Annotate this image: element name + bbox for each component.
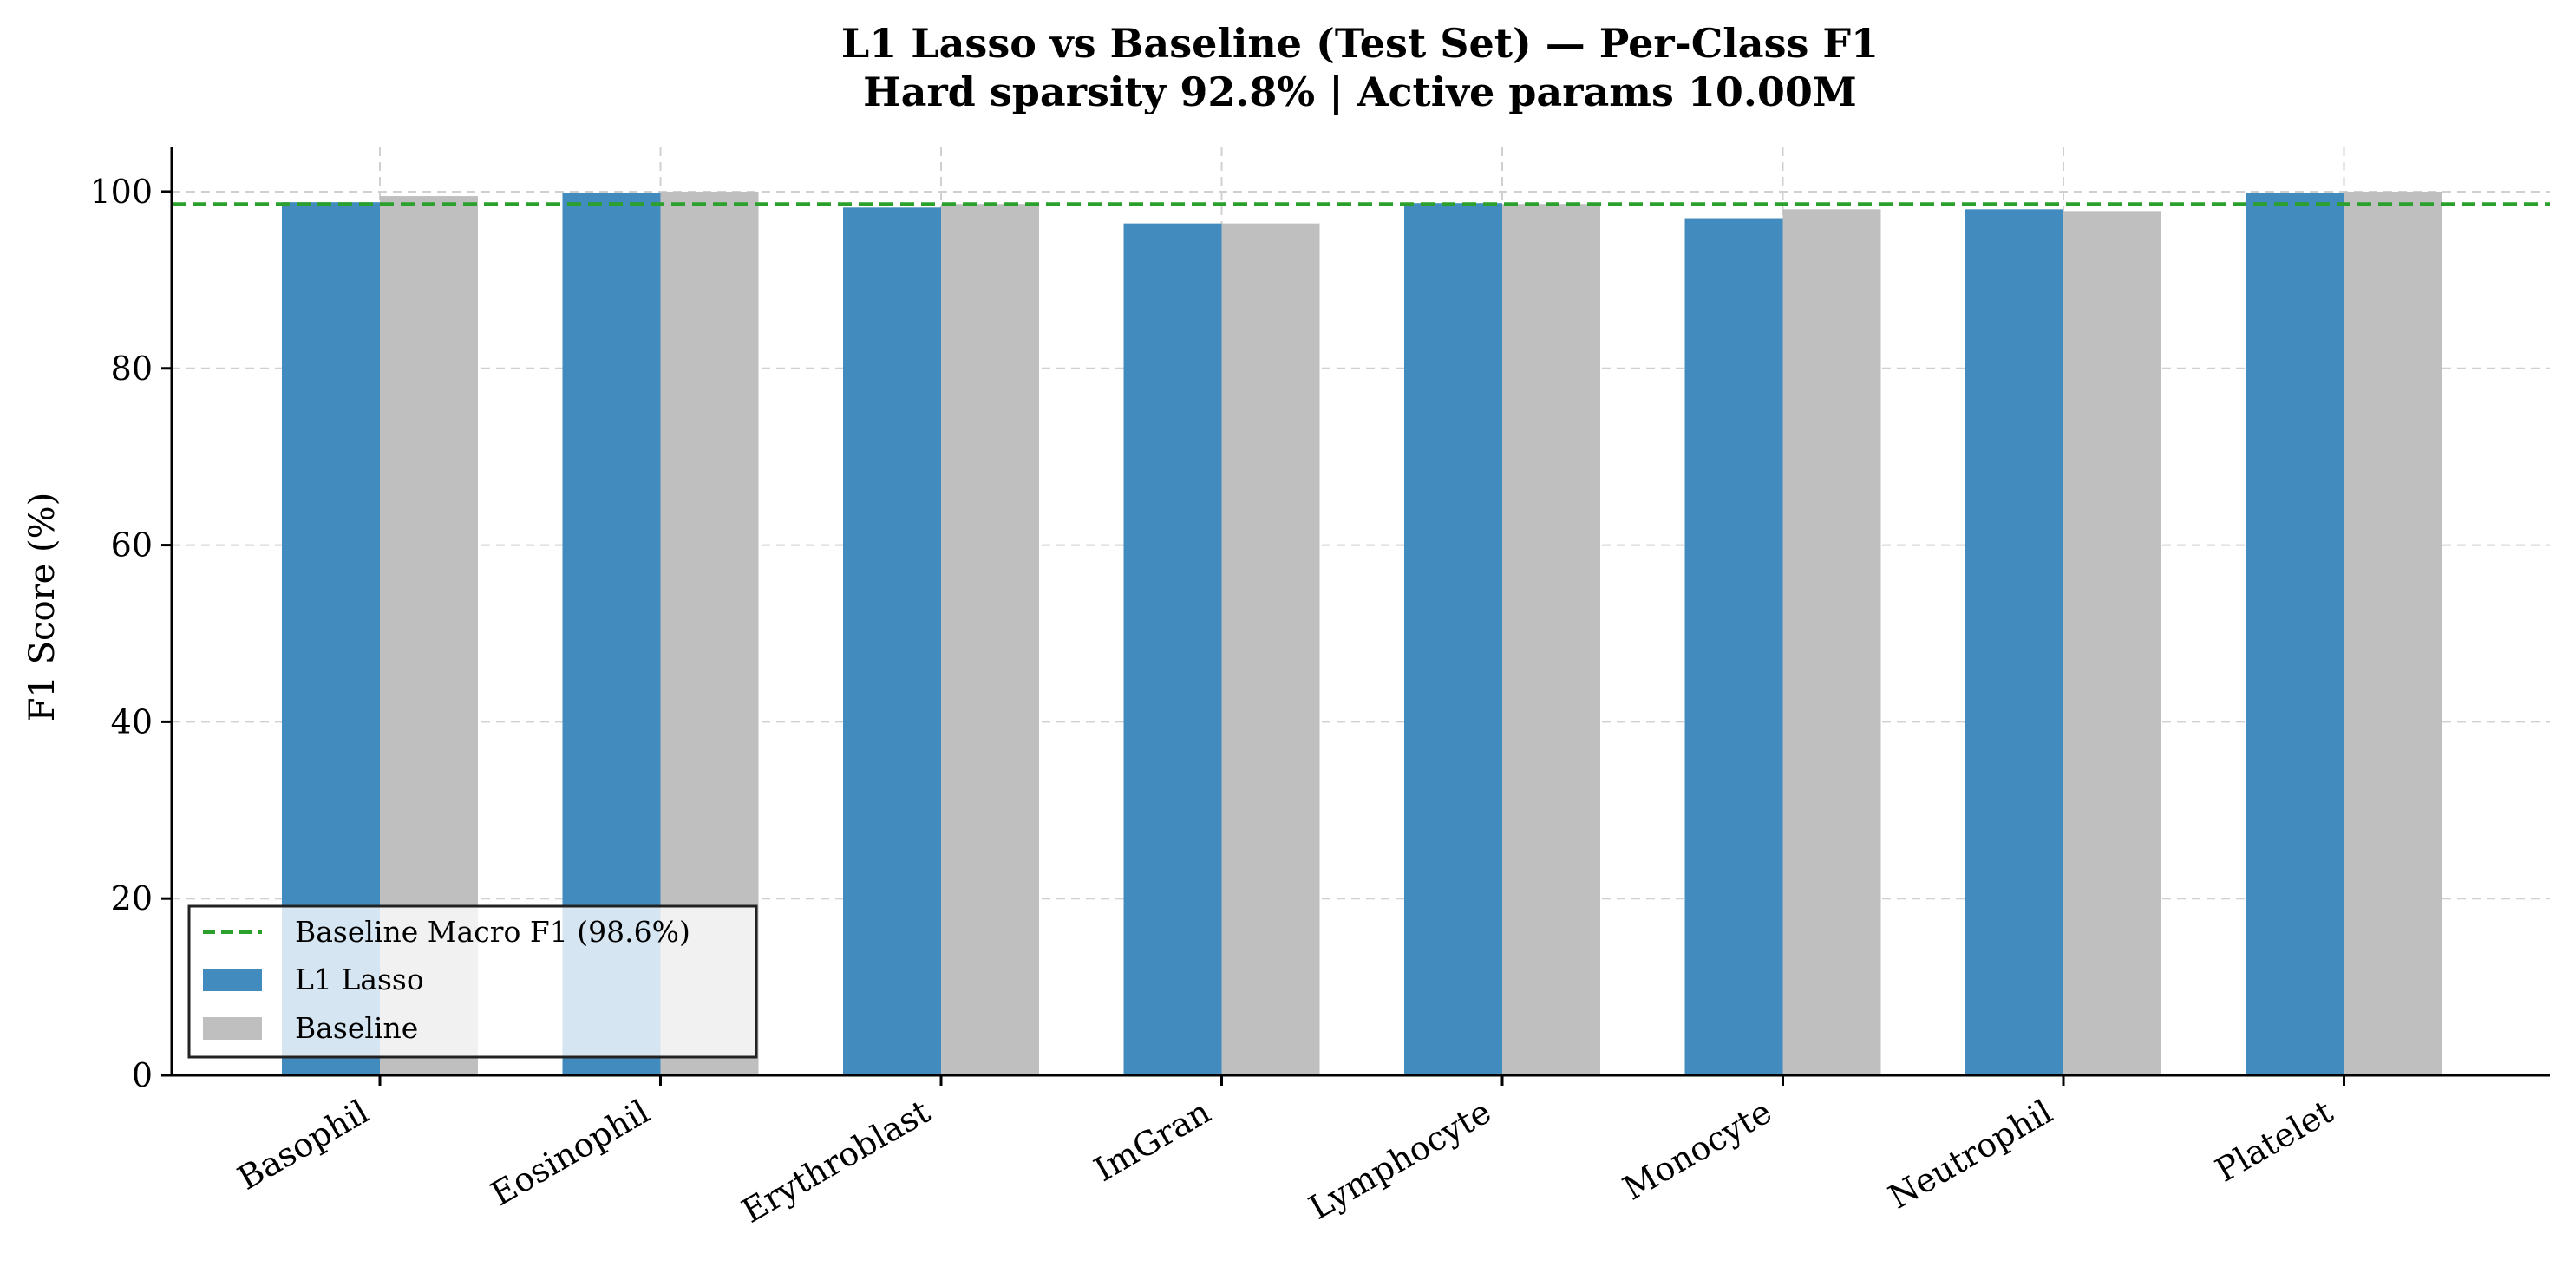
bar-l1-lasso-platelet — [2246, 193, 2344, 1075]
bar-baseline-lymphocyte — [1502, 204, 1600, 1075]
bar-baseline-erythroblast — [941, 204, 1039, 1075]
y-tick-label: 100 — [89, 173, 153, 211]
x-tick-label: Monocyte — [1617, 1093, 1778, 1208]
x-tick-label: Platelet — [2209, 1093, 2339, 1190]
bar-l1-lasso-imgran — [1123, 223, 1222, 1076]
x-tick-label: ImGran — [1088, 1093, 1217, 1189]
y-tick-label: 60 — [111, 526, 153, 565]
x-axis-ticks: Basophil Eosinophil Erythroblast ImGran Lymp… — [232, 1075, 2345, 1231]
bar-l1-lasso-lymphocyte — [1404, 203, 1502, 1075]
y-tick-label: 20 — [111, 879, 153, 917]
legend-label-reference: Baseline Macro F1 (98.6%) — [295, 915, 690, 949]
bar-baseline-imgran — [1221, 223, 1320, 1076]
bar-baseline-neutrophil — [2063, 211, 2161, 1075]
y-tick-label: 40 — [111, 702, 153, 741]
legend-label-l1-lasso: L1 Lasso — [295, 963, 424, 996]
y-axis-label: F1 Score (%) — [23, 493, 62, 722]
x-tick-label: Eosinophil — [484, 1093, 656, 1213]
chart-title: L1 Lasso vs Baseline (Test Set) — Per-Cl… — [841, 20, 1879, 67]
legend-box — [187, 904, 758, 1059]
y-tick-label: 0 — [132, 1056, 153, 1094]
x-tick-label: Lymphocyte — [1303, 1093, 1498, 1227]
chart-subtitle: Hard sparsity 92.8% | Active params 10.0… — [863, 69, 1857, 115]
y-tick-label: 80 — [111, 349, 153, 388]
bar-baseline-platelet — [2344, 191, 2442, 1075]
bar-l1-lasso-neutrophil — [1965, 209, 2063, 1076]
x-tick-label: Neutrophil — [1882, 1093, 2059, 1217]
x-tick-label: Basophil — [232, 1093, 376, 1198]
legend-swatch-l1-lasso — [203, 969, 262, 991]
legend-label-baseline: Baseline — [295, 1011, 418, 1045]
legend: Baseline Macro F1 (98.6%) L1 Lasso Baselin… — [187, 904, 758, 1059]
legend-swatch-baseline — [203, 1017, 262, 1040]
bar-baseline-monocyte — [1782, 209, 1881, 1076]
x-tick-label: Erythroblast — [736, 1093, 937, 1231]
y-axis-ticks: 0 20 40 60 80 100 — [89, 173, 172, 1094]
bar-l1-lasso-monocyte — [1684, 218, 1783, 1075]
bar-l1-lasso-erythroblast — [843, 207, 941, 1076]
axes — [170, 147, 2550, 1077]
